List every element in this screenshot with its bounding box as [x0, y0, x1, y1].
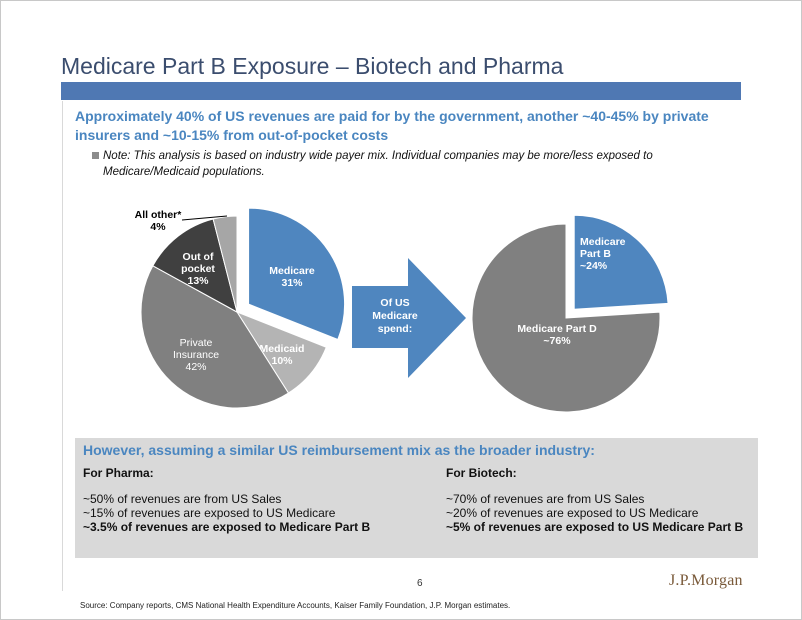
headline: Approximately 40% of US revenues are pai…	[75, 108, 709, 143]
payer-mix-label-1: Medicaid 10%	[260, 343, 305, 367]
biotech-line-3: ~5% of revenues are exposed to US Medica…	[446, 520, 744, 534]
payer-mix-slice-3	[152, 218, 238, 313]
pharma-line-1: ~50% of revenues are from US Sales	[83, 492, 282, 506]
pharma-line-2: ~15% of revenues are exposed to US Medic…	[83, 506, 336, 520]
jpmorgan-logo: J.P.Morgan	[669, 572, 743, 589]
arrow-shape: Of US Medicare spend:	[352, 258, 466, 378]
pharma-line-3: ~3.5% of revenues are exposed to Medicar…	[83, 520, 371, 534]
medicare-spend-slice-1	[471, 223, 661, 413]
medicare-spend-label-0: Medicare Part B ~24%	[580, 236, 626, 272]
medicare-spend-pie: Medicare Part B ~24% Medicare Part D ~76%	[471, 214, 669, 413]
biotech-column: For Biotech: ~70% of revenues are from U…	[446, 466, 743, 534]
all-other-leader-line	[181, 215, 228, 221]
payer-mix-label-3: Out of pocket 13%	[181, 251, 215, 287]
summary-heading: However, assuming a similar US reimburse…	[83, 442, 595, 458]
biotech-line-1: ~70% of revenues are from US Sales	[446, 492, 645, 506]
arrow-label: Of US Medicare spend:	[372, 297, 418, 335]
biotech-title: For Biotech:	[446, 466, 517, 480]
note-text: Note: This analysis is based on industry…	[103, 150, 653, 178]
summary-box	[75, 438, 758, 558]
payer-mix-pie: Medicare 31% Medicaid 10% Private Insurance 42…	[135, 207, 346, 409]
biotech-line-2: ~20% of revenues are exposed to US Medic…	[446, 506, 699, 520]
payer-mix-slice-0	[248, 207, 346, 341]
medicare-spend-label-1: Medicare Part D ~76%	[517, 323, 597, 347]
medicare-spend-slice-0	[573, 214, 669, 310]
payer-mix-slice-4	[212, 215, 238, 313]
source-note: Source: Company reports, CMS National He…	[80, 601, 511, 610]
payer-mix-label-4: All other* 4%	[135, 209, 183, 233]
slide-title: Medicare Part B Exposure – Biotech and P…	[61, 53, 564, 79]
payer-mix-label-0: Medicare 31%	[269, 265, 315, 289]
note: Note: This analysis is based on industry…	[91, 148, 731, 180]
title-rule	[61, 82, 741, 100]
left-rule	[62, 101, 63, 591]
payer-mix-slice-2	[140, 265, 290, 409]
pharma-column: For Pharma: ~50% of revenues are from US…	[83, 466, 370, 534]
pharma-title: For Pharma:	[83, 466, 154, 480]
payer-mix-label-2: Private Insurance 42%	[173, 337, 219, 373]
page-number: 6	[417, 578, 423, 589]
note-bullet-icon	[92, 152, 99, 159]
